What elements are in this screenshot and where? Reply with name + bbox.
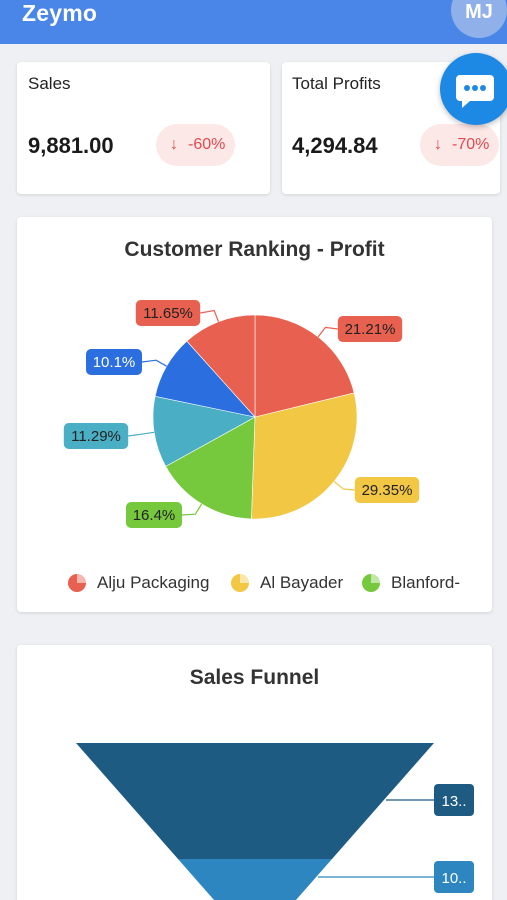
kpi-change-value: -70% <box>452 136 490 153</box>
legend-label: Blanford- <box>391 573 460 592</box>
kpi-value: 9,881.00 <box>28 133 114 158</box>
legend-item-al-bayader[interactable]: Al Bayader <box>230 573 343 593</box>
chart-title: Sales Funnel <box>189 666 320 689</box>
kpi-change-badge: ↓ -60% <box>156 124 236 166</box>
kpi-label: Sales <box>28 74 71 93</box>
kpi-change-badge: ↓ -70% <box>420 124 500 166</box>
app-header: Zeymo MJ <box>0 0 507 44</box>
customer-ranking-card: Customer Ranking - Profit <box>17 217 492 612</box>
sales-funnel-card: Sales Funnel <box>17 645 492 900</box>
kpi-value: 4,294.84 <box>292 133 378 158</box>
pie-legend-icon <box>231 574 249 592</box>
avatar[interactable]: MJ <box>451 0 507 38</box>
chat-bubble-icon <box>456 75 494 108</box>
app-title: Zeymo <box>22 0 98 26</box>
legend-item-alju[interactable]: Alju Packaging <box>67 573 209 593</box>
arrow-down-icon: ↓ <box>170 136 178 153</box>
legend-item-blanford[interactable]: Blanford- <box>361 573 460 593</box>
pie-legend-icon <box>362 574 380 592</box>
legend-label: Alju Packaging <box>97 573 210 592</box>
chart-title: Customer Ranking - Profit <box>124 238 385 261</box>
kpi-label: Total Profits <box>292 74 381 93</box>
pie-legend-icon <box>68 574 86 592</box>
chat-button[interactable] <box>440 53 507 125</box>
sales-kpi-card: Sales 9,881.00 ↓ -60% <box>17 62 270 194</box>
arrow-down-icon: ↓ <box>434 136 442 153</box>
kpi-change-value: -60% <box>188 136 226 153</box>
legend-label: Al Bayader <box>260 573 344 592</box>
